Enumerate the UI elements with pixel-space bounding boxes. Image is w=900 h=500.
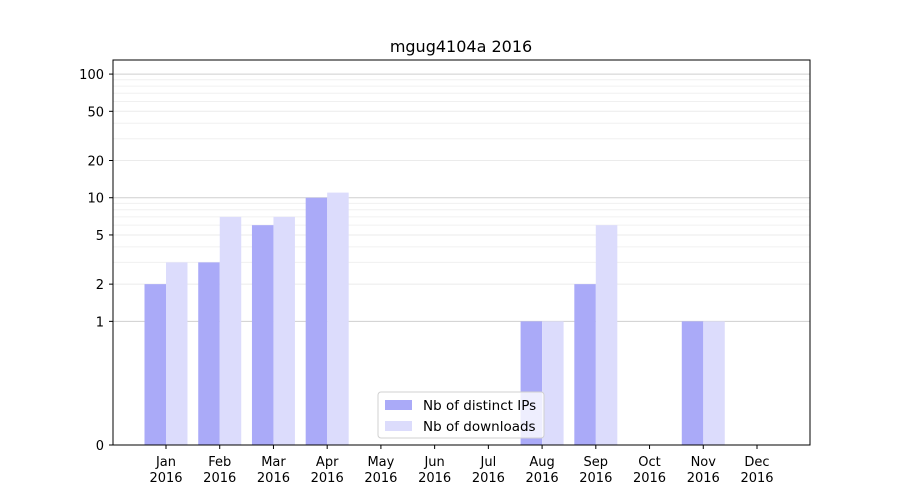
bar	[273, 216, 295, 445]
chart-title: mgug4104a 2016	[390, 37, 532, 56]
legend-label: Nb of downloads	[423, 419, 536, 435]
x-tick-label: 2016	[740, 471, 773, 486]
bar	[198, 262, 220, 445]
x-tick-label: 2016	[257, 471, 290, 486]
x-axis: Jan2016Feb2016Mar2016Apr2016May2016Jun20…	[149, 445, 774, 486]
bar	[219, 216, 242, 445]
legend-label: Nb of distinct IPs	[423, 398, 536, 414]
y-tick-label: 5	[96, 229, 104, 244]
legend-swatch	[385, 400, 412, 410]
x-tick-label: May	[367, 455, 394, 470]
x-tick-label: Jun	[423, 455, 444, 470]
y-tick-label: 10	[87, 192, 104, 207]
x-tick-label: 2016	[579, 471, 612, 486]
bar	[144, 284, 166, 445]
bar	[542, 321, 564, 445]
legend: Nb of distinct IPs Nb of downloads	[377, 391, 545, 439]
bar	[166, 262, 188, 445]
x-tick-label: Jan	[155, 455, 176, 470]
x-tick-label: Aug	[529, 455, 554, 470]
x-tick-label: 2016	[364, 471, 397, 486]
x-tick-label: Oct	[638, 455, 660, 470]
x-tick-label: 2016	[149, 471, 182, 486]
legend-box	[377, 391, 545, 439]
y-tick-label: 0	[96, 439, 104, 454]
x-tick-label: Jul	[480, 455, 497, 470]
x-tick-label: Nov	[691, 455, 717, 470]
bar	[703, 321, 725, 445]
y-tick-label: 50	[87, 105, 104, 120]
bar	[681, 321, 704, 445]
y-tick-label: 1	[96, 315, 104, 330]
x-tick-label: Feb	[208, 455, 231, 470]
x-tick-label: Sep	[584, 455, 609, 470]
x-tick-label: 2016	[472, 471, 505, 486]
x-tick-label: Apr	[316, 455, 339, 470]
bar	[574, 284, 596, 445]
bar	[327, 192, 349, 445]
bar	[595, 225, 618, 445]
bar	[251, 225, 274, 445]
x-tick-label: 2016	[526, 471, 559, 486]
x-tick-label: 2016	[687, 471, 720, 486]
y-axis: 0 1 2 5 10 20 50 100	[79, 68, 113, 454]
y-tick-label: 100	[79, 68, 104, 83]
legend-swatch	[385, 421, 412, 431]
y-tick-label: 2	[96, 278, 104, 293]
x-tick-label: 2016	[633, 471, 666, 486]
bar	[305, 197, 328, 445]
x-tick-label: 2016	[311, 471, 344, 486]
x-tick-label: 2016	[203, 471, 236, 486]
x-tick-label: 2016	[418, 471, 451, 486]
bars	[144, 192, 725, 445]
x-tick-label: Mar	[261, 455, 286, 470]
x-tick-label: Dec	[744, 455, 769, 470]
y-tick-label: 20	[87, 155, 104, 170]
plot-frame	[112, 59, 811, 446]
